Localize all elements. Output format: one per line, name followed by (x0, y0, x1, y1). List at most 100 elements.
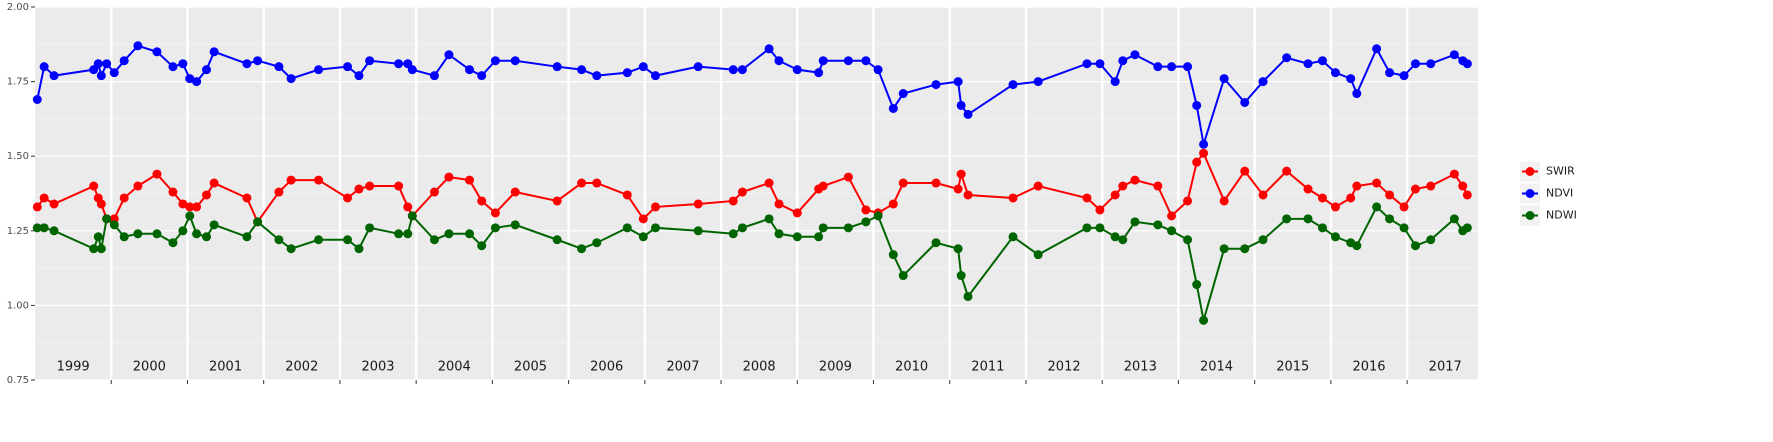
point (465, 175, 475, 185)
y-tick-label: 0.75 (7, 375, 29, 386)
point (253, 56, 263, 66)
point (1426, 59, 1436, 69)
point (510, 220, 520, 230)
point (354, 71, 364, 81)
point (1110, 77, 1120, 87)
year-label: 2007 (666, 360, 699, 375)
year-label: 2010 (895, 360, 928, 375)
point (1219, 74, 1229, 84)
point (818, 56, 828, 66)
point (737, 65, 747, 75)
point (314, 65, 324, 75)
point (1346, 74, 1356, 84)
point (202, 232, 212, 242)
legend-label: NDWI (1546, 209, 1577, 222)
point (314, 235, 324, 245)
point (622, 190, 632, 200)
point (1462, 223, 1472, 233)
point (394, 229, 404, 239)
point (477, 71, 487, 81)
point (192, 77, 202, 87)
point (274, 62, 284, 72)
point (1410, 241, 1420, 251)
point (1303, 59, 1313, 69)
point (843, 172, 853, 182)
point (253, 217, 263, 227)
point (1352, 181, 1362, 191)
point (1118, 56, 1128, 66)
legend-point (1525, 189, 1535, 198)
point (314, 175, 324, 185)
year-label: 2013 (1124, 360, 1157, 375)
y-tick-label: 1.00 (7, 300, 29, 311)
point (861, 205, 871, 215)
point (1095, 205, 1105, 215)
point (1352, 89, 1362, 99)
point (638, 214, 648, 224)
point (888, 250, 898, 260)
point (510, 187, 520, 197)
point (898, 178, 908, 188)
point (622, 223, 632, 233)
point (931, 80, 941, 90)
year-label: 2000 (133, 360, 166, 375)
point (577, 178, 587, 188)
point (39, 193, 49, 203)
point (1033, 181, 1043, 191)
year-label: 2016 (1352, 360, 1385, 375)
point (1167, 226, 1177, 236)
point (1330, 68, 1340, 78)
point (209, 47, 219, 57)
year-label: 2004 (438, 360, 471, 375)
point (1352, 241, 1362, 251)
point (1183, 62, 1193, 72)
point (1372, 178, 1382, 188)
point (1183, 235, 1193, 245)
point (444, 229, 454, 239)
point (407, 65, 417, 75)
point (650, 202, 660, 212)
point (354, 244, 364, 254)
point (1130, 50, 1140, 60)
point (728, 65, 738, 75)
point (109, 68, 119, 78)
point (242, 193, 252, 203)
point (1330, 202, 1340, 212)
point (1199, 315, 1209, 325)
point (843, 56, 853, 66)
point (552, 196, 562, 206)
point (465, 229, 475, 239)
point (49, 71, 59, 81)
point (898, 89, 908, 99)
point (931, 238, 941, 248)
point (737, 187, 747, 197)
point (1008, 232, 1018, 242)
point (693, 199, 703, 209)
point (861, 217, 871, 227)
point (286, 244, 296, 254)
year-label: 2008 (743, 360, 776, 375)
point (728, 229, 738, 239)
point (638, 232, 648, 242)
point (577, 65, 587, 75)
point (168, 238, 178, 248)
year-label: 2003 (361, 360, 394, 375)
point (818, 181, 828, 191)
point (365, 223, 375, 233)
point (764, 214, 774, 224)
point (1330, 232, 1340, 242)
point (956, 169, 966, 179)
point (764, 44, 774, 54)
point (343, 193, 353, 203)
point (1219, 244, 1229, 254)
point (1110, 190, 1120, 200)
point (1199, 139, 1209, 149)
point (429, 71, 439, 81)
point (693, 226, 703, 236)
point (49, 199, 59, 209)
point (1449, 50, 1459, 60)
point (963, 109, 973, 119)
point (185, 74, 195, 84)
point (343, 235, 353, 245)
